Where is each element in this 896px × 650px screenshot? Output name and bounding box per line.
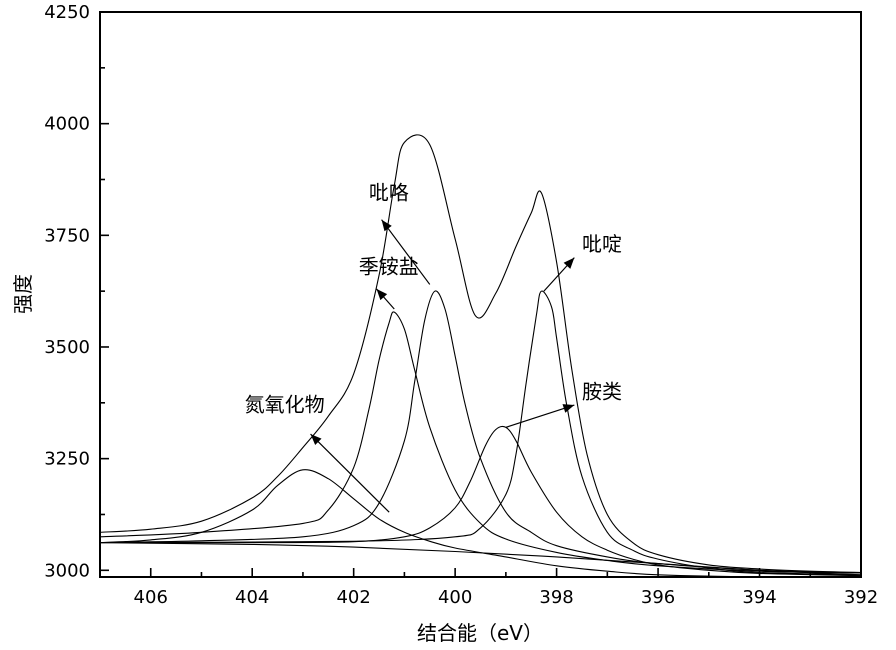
annotation-arrowhead-5 [310,434,322,446]
y-tick-label: 4250 [44,2,90,23]
y-tick-label: 4000 [44,114,90,135]
annotation-label-4: 胺类 [582,379,622,403]
y-tick-label: 3500 [44,337,90,358]
series-curve-5 [99,425,862,577]
y-tick-label: 3750 [44,225,90,246]
annotation-arrow-1 [381,219,431,285]
annotation-label-3: 吡啶 [582,232,622,256]
annotation-arrowhead-1 [381,219,392,232]
x-tick-label: 396 [641,587,675,608]
curve-series [99,134,862,578]
annotation-label-1: 吡咯 [369,181,409,205]
annotation-arrow-5 [310,433,390,513]
plot-frame [99,11,862,578]
series-curve-6 [99,290,862,576]
series-curve-1 [99,134,862,574]
x-tick-label: 398 [539,587,573,608]
x-tick-label: 394 [742,587,776,608]
y-tick-label: 3000 [44,560,90,581]
series-curve-4 [99,290,862,574]
annotation-label-5: 氮氧化物 [245,393,325,417]
x-tick-label: 402 [336,587,370,608]
y-axis-ticks: 3000 3250 3500 3750 4000 4250 [44,2,109,581]
y-tick-label: 3250 [44,449,90,470]
x-tick-label: 406 [134,587,168,608]
x-tick-label: 392 [844,587,878,608]
x-tick-label: 400 [438,587,472,608]
x-axis-title: 结合能（eV） [417,621,543,645]
x-tick-label: 404 [235,587,269,608]
series-curve-2 [99,469,862,578]
annotation-arrow-4 [505,404,575,428]
series-curve-7 [99,542,862,576]
series-curve-3 [99,311,862,574]
y-axis-title: 强度 [11,274,35,314]
annotation-label-2: 季铵盐 [359,254,419,278]
annotation-arrowhead-4 [562,404,575,413]
annotation-arrowhead-2 [376,288,388,301]
annotation-arrowhead-3 [563,257,575,269]
